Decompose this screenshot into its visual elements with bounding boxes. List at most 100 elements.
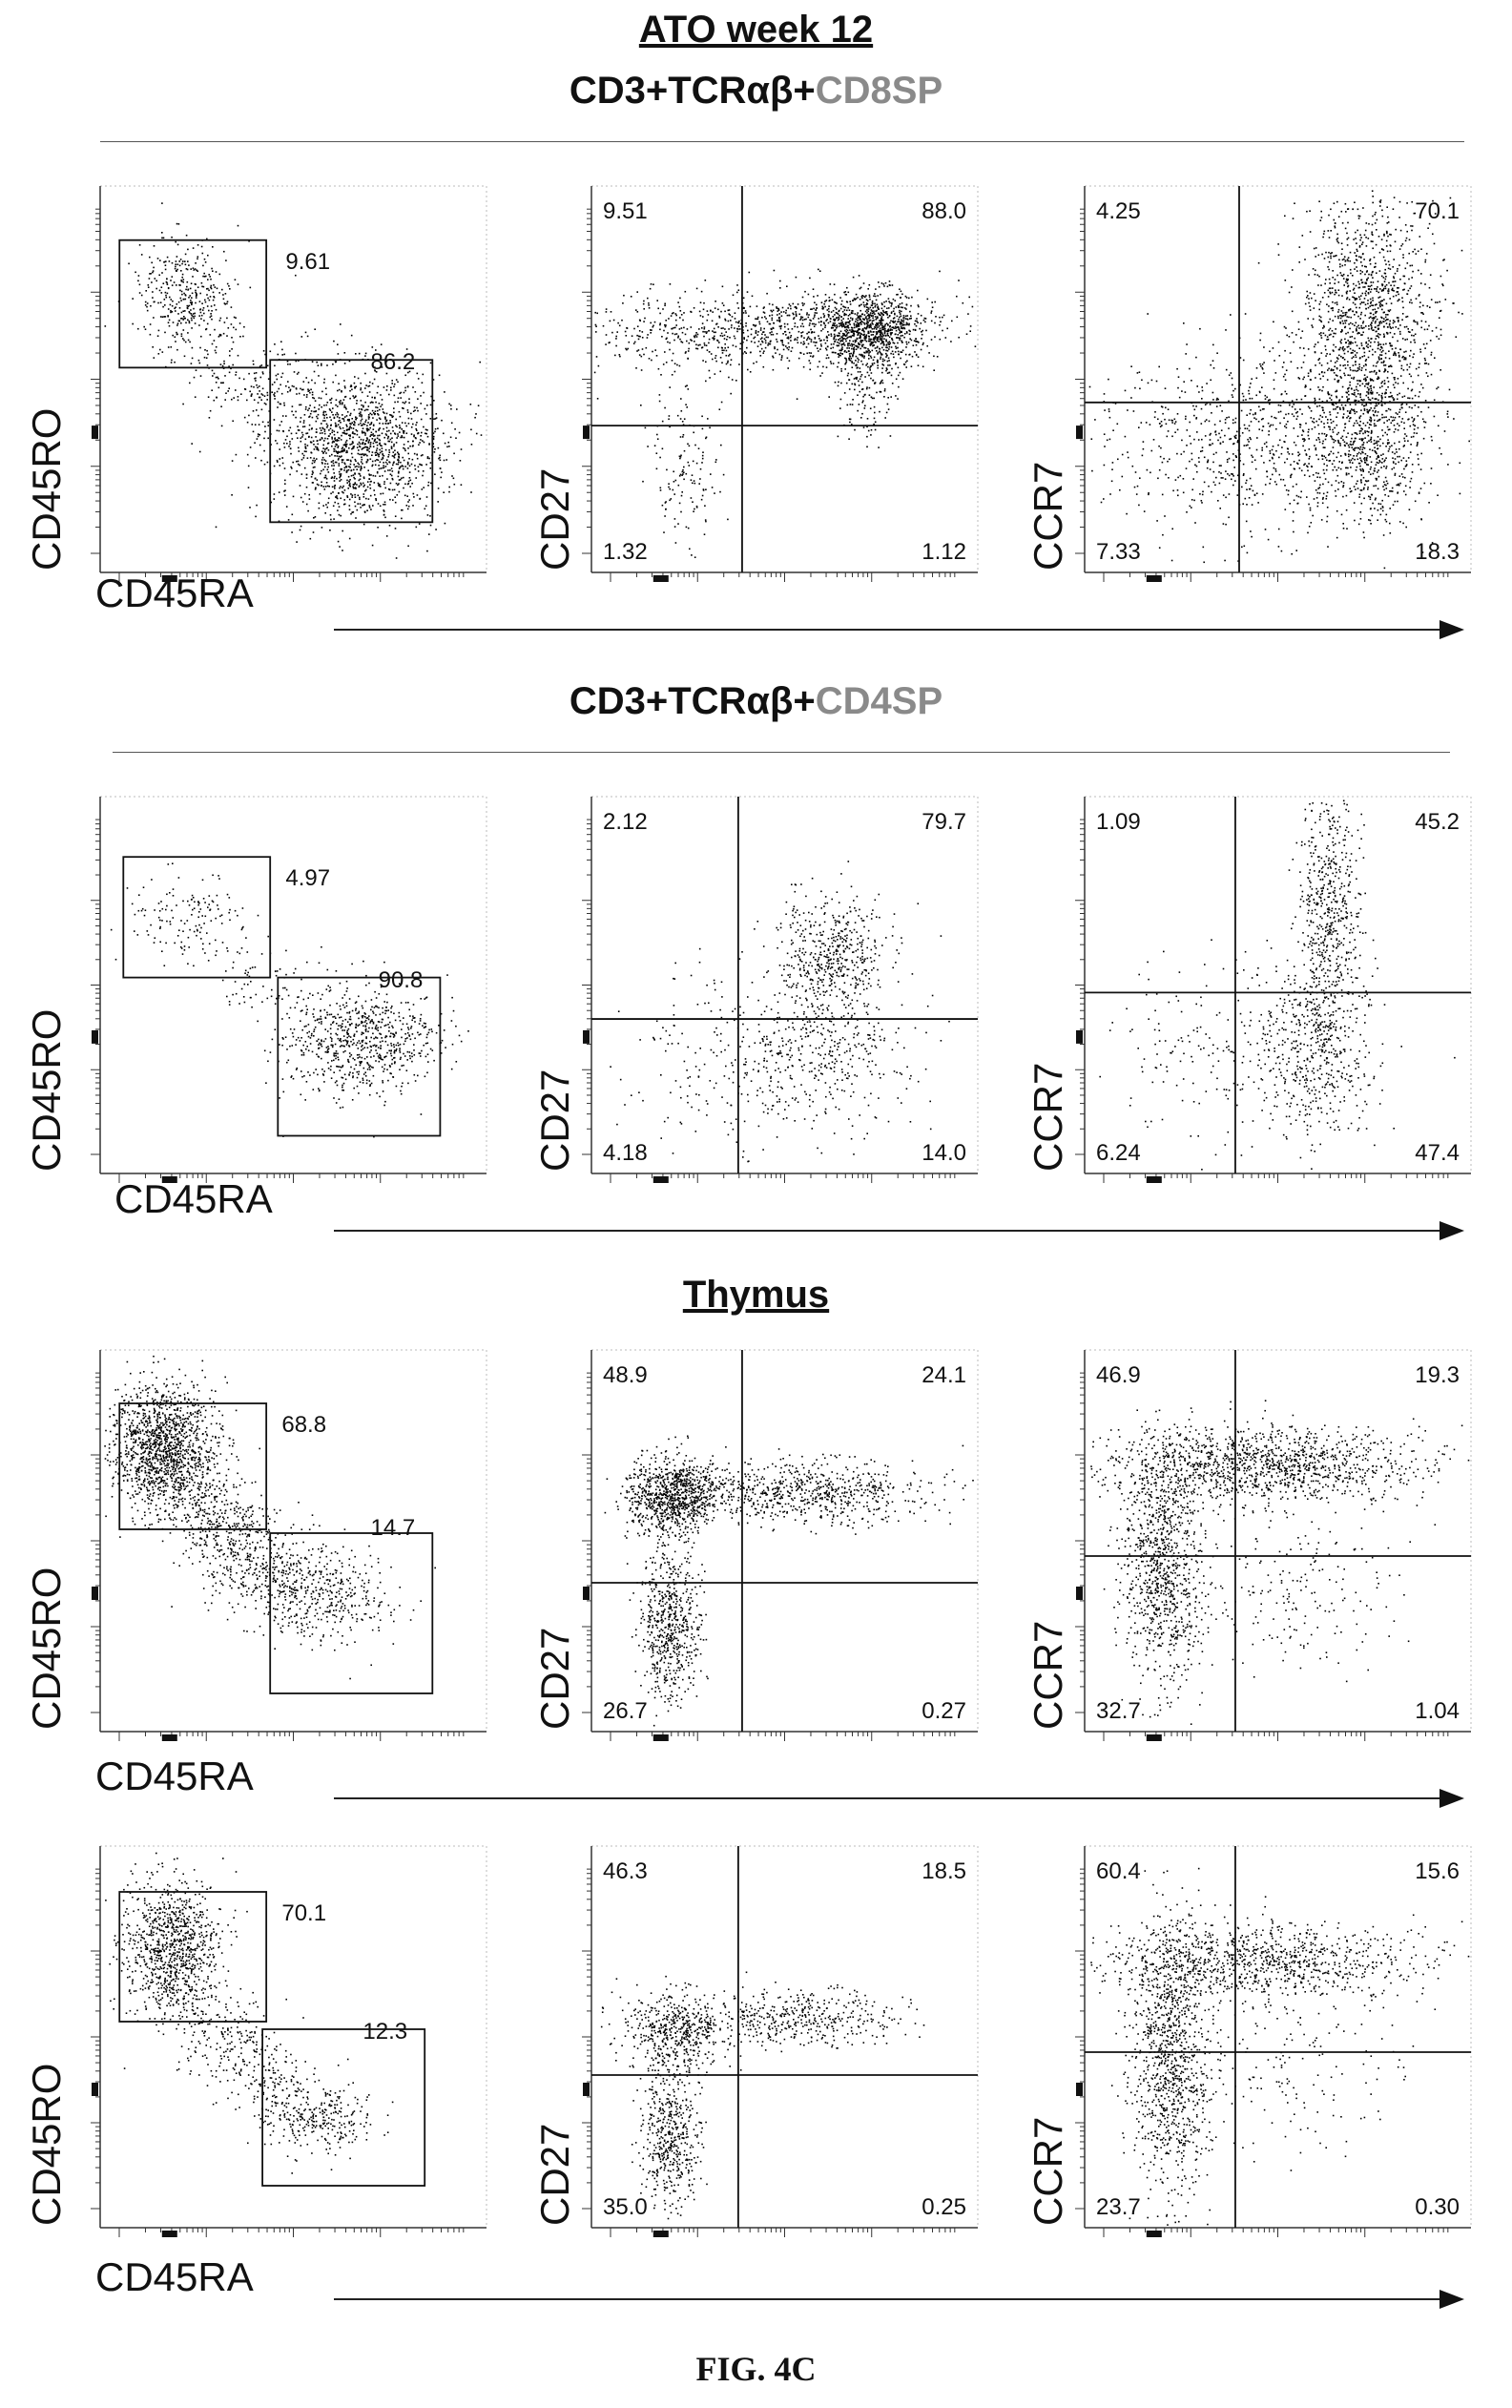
plot-frame [99, 185, 487, 573]
y-axis-label: CCR7 [1025, 1063, 1071, 1172]
quadrant-percent-upper-right: 45.2 [1415, 809, 1460, 835]
plot-frame [590, 796, 979, 1174]
axis-ticks [91, 208, 465, 582]
gate-box-cd45ra [269, 1532, 434, 1694]
axis-ticks [582, 208, 956, 582]
axis-ticks [1075, 819, 1449, 1183]
gate-percent-cd45ra: 90.8 [379, 967, 424, 993]
y-axis-label: CD27 [532, 468, 578, 571]
quadrant-percent-lower-left: 6.24 [1096, 1140, 1141, 1166]
y-axis-zero-mark [1076, 2083, 1083, 2096]
quadrant-percent-lower-right: 0.30 [1415, 2194, 1460, 2220]
x-axis-zero-mark [652, 2231, 669, 2237]
quadrant-percent-upper-left: 46.9 [1096, 1362, 1141, 1388]
gate-percent-cd45ro: 70.1 [281, 1900, 326, 1926]
y-axis-label: CCR7 [1025, 462, 1071, 571]
flow-plot-canvas: 60.4 15.6 23.7 0.30 [1075, 1845, 1472, 2237]
quadrant-percent-upper-right: 70.1 [1415, 198, 1460, 224]
y-axis-zero-mark [1076, 1029, 1083, 1044]
quadrant-percent-upper-left: 46.3 [603, 1858, 648, 1884]
y-axis-zero-mark [583, 1029, 590, 1044]
x-axis-arrow [334, 1789, 1464, 1808]
flow-plot-ccr7-row1: 4.25 70.1 7.33 18.3 [1075, 185, 1472, 582]
quadrant-percent-upper-right: 18.5 [922, 1858, 966, 1884]
x-axis-label: CD45RA [114, 1176, 273, 1222]
figure-label: FIG. 4C [0, 2349, 1512, 2389]
gate-box-cd45ra [261, 2028, 426, 2187]
cd4sp-heading: CD3+TCRαβ+CD4SP [0, 679, 1512, 723]
y-axis-zero-mark [92, 1587, 98, 1600]
cd8sp-heading-prefix: CD3+TCRαβ+ [570, 70, 816, 112]
y-axis-zero-mark [92, 2083, 98, 2096]
arrow-head [1440, 620, 1464, 639]
flow-plot-canvas: 2.12 79.7 4.18 14.0 [582, 796, 979, 1183]
quadrant-percent-upper-right: 15.6 [1415, 1858, 1460, 1884]
gate-percent-cd45ro: 68.8 [281, 1412, 326, 1438]
flow-plot-canvas: 48.9 24.1 26.7 0.27 [582, 1349, 979, 1741]
flow-plot-cd27-row1: 9.51 88.0 1.32 1.12 [582, 185, 979, 582]
x-axis-label: CD45RA [95, 2254, 254, 2300]
quadrant-percent-lower-right: 18.3 [1415, 539, 1460, 565]
quadrant-percent-upper-right: 19.3 [1415, 1362, 1460, 1388]
event-dots [600, 1971, 925, 2220]
x-axis-zero-mark [161, 2231, 177, 2237]
flow-plot-canvas: 9.51 88.0 1.32 1.12 [582, 185, 979, 582]
quadrant-percent-lower-left: 23.7 [1096, 2194, 1141, 2220]
quadrant-percent-upper-right: 88.0 [922, 198, 966, 224]
arrow-head [1440, 2290, 1464, 2309]
flow-plot-cd27-row3: 48.9 24.1 26.7 0.27 [582, 1349, 979, 1741]
y-axis-zero-mark [583, 2083, 590, 2096]
x-axis-zero-mark [1146, 2231, 1162, 2237]
flow-plot-canvas: 4.25 70.1 7.33 18.3 [1075, 185, 1472, 582]
flow-plot-cd27-row2: 2.12 79.7 4.18 14.0 [582, 796, 979, 1183]
flow-plot-canvas: 1.09 45.2 6.24 47.4 [1075, 796, 1472, 1183]
gate-box-cd45ra [277, 976, 442, 1137]
cd8sp-heading: CD3+TCRαβ+CD8SP [0, 69, 1512, 113]
y-axis-zero-mark [92, 426, 98, 440]
plot-frame [590, 185, 979, 573]
flow-plot-cd45ro-row3: 68.8 14.7 [91, 1349, 487, 1741]
flow-plot-ccr7-row4: 60.4 15.6 23.7 0.30 [1075, 1845, 1472, 2237]
axis-ticks [91, 819, 465, 1183]
x-axis-arrow [334, 1221, 1464, 1240]
y-axis-label: CD27 [532, 1069, 578, 1172]
x-axis-zero-mark [652, 575, 669, 582]
gate-percent-cd45ro: 4.97 [285, 865, 330, 891]
axis-ticks [582, 1868, 956, 2237]
x-axis-zero-mark [1146, 1176, 1162, 1183]
y-axis-label: CD45RO [24, 408, 70, 571]
flow-plot-canvas: 46.3 18.5 35.0 0.25 [582, 1845, 979, 2237]
gate-box-cd45ro [122, 856, 272, 979]
gate-box-cd45ra [269, 359, 434, 524]
gate-percent-cd45ra: 14.7 [371, 1515, 416, 1541]
axis-ticks [91, 1372, 465, 1741]
arrow-head [1440, 1789, 1464, 1808]
cd8sp-divider [100, 141, 1464, 142]
gate-box-cd45ro [118, 239, 268, 369]
x-axis-arrow [334, 2290, 1464, 2309]
x-axis-zero-mark [161, 575, 177, 582]
gate-box-cd45ro [118, 1891, 268, 2023]
gate-box-cd45ro [118, 1402, 268, 1530]
thymus-title: Thymus [0, 1273, 1512, 1317]
flow-plot-canvas: 68.8 14.7 [91, 1349, 487, 1741]
axis-ticks [1075, 1372, 1449, 1741]
gate-percent-cd45ra: 86.2 [371, 349, 416, 375]
quadrant-percent-lower-left: 4.18 [603, 1140, 648, 1166]
quadrant-percent-upper-left: 4.25 [1096, 198, 1141, 224]
quadrant-percent-lower-right: 1.04 [1415, 1698, 1460, 1724]
y-axis-zero-mark [1076, 426, 1083, 440]
y-axis-label: CD27 [532, 2124, 578, 2226]
x-axis-zero-mark [1146, 575, 1162, 582]
flow-plot-ccr7-row3: 46.9 19.3 32.7 1.04 [1075, 1349, 1472, 1741]
quadrant-percent-upper-right: 79.7 [922, 809, 966, 835]
gate-percent-cd45ro: 9.61 [285, 249, 330, 275]
x-axis-zero-mark [161, 1734, 177, 1741]
event-dots [1090, 1867, 1470, 2226]
y-axis-label: CCR7 [1025, 2117, 1071, 2226]
x-axis-zero-mark [652, 1176, 669, 1183]
quadrant-percent-lower-left: 7.33 [1096, 539, 1141, 565]
quadrant-percent-lower-left: 32.7 [1096, 1698, 1141, 1724]
plot-frame [1084, 1845, 1472, 2229]
flow-plot-canvas: 9.61 86.2 [91, 185, 487, 582]
